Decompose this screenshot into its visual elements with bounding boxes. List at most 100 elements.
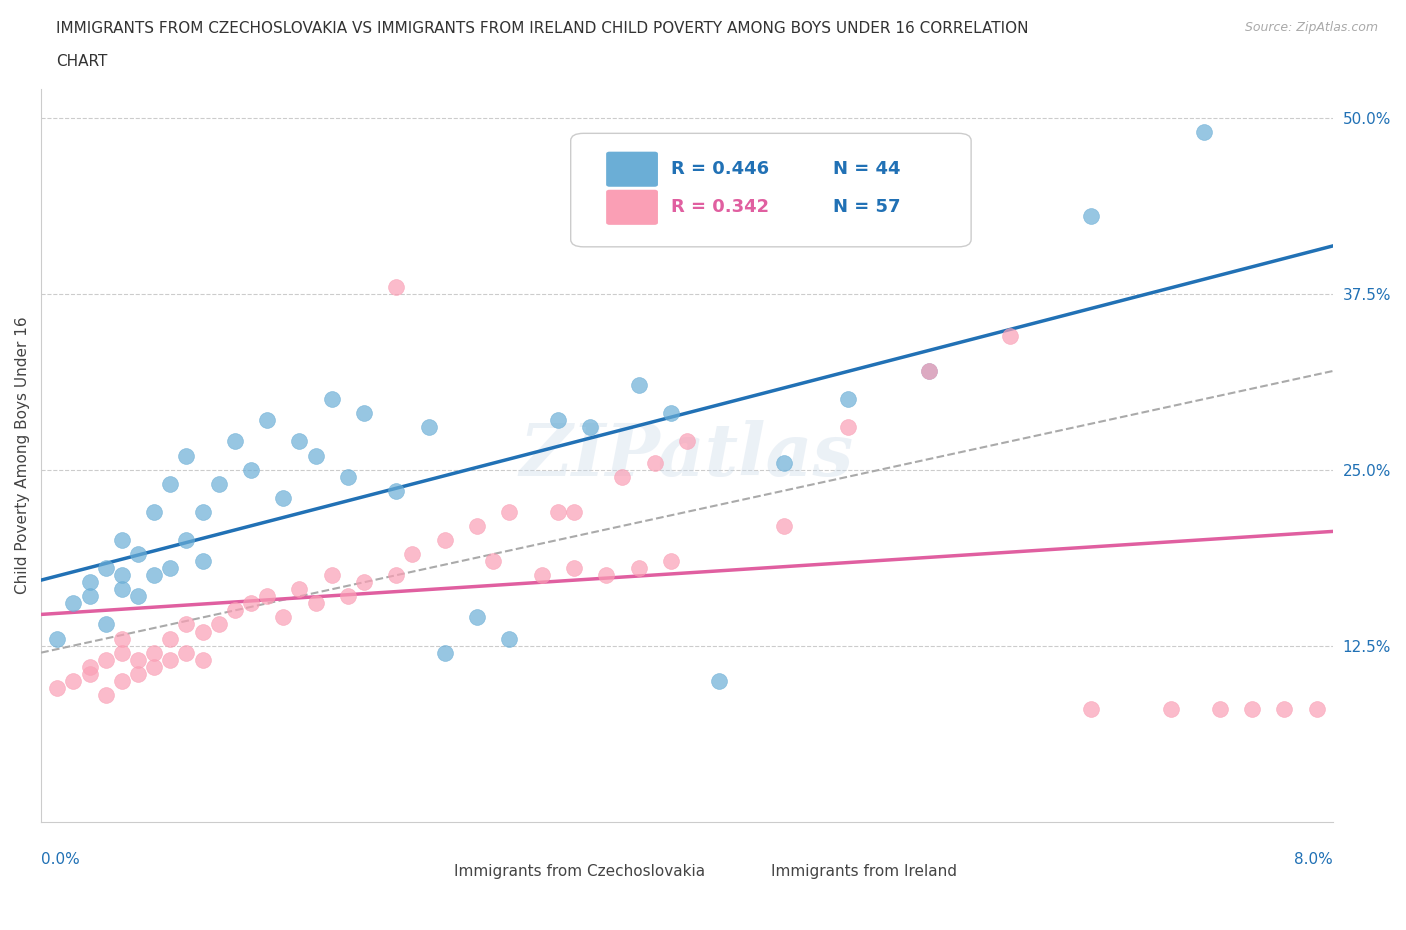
FancyBboxPatch shape <box>723 858 761 889</box>
Point <box>612 469 634 484</box>
Point <box>111 567 134 582</box>
Point <box>176 617 198 631</box>
Point <box>94 617 117 631</box>
Text: Immigrants from Ireland: Immigrants from Ireland <box>770 864 957 879</box>
Point <box>321 567 343 582</box>
Point <box>547 413 569 428</box>
Point <box>385 484 408 498</box>
Point <box>256 413 278 428</box>
Text: CHART: CHART <box>56 54 108 69</box>
Point <box>191 504 214 519</box>
Point <box>579 420 602 435</box>
FancyBboxPatch shape <box>607 153 657 186</box>
Text: N = 44: N = 44 <box>832 160 900 179</box>
Point <box>772 518 794 533</box>
Point <box>271 610 294 625</box>
Point <box>111 631 134 646</box>
Point <box>772 455 794 470</box>
Point <box>998 328 1021 343</box>
Point <box>595 567 617 582</box>
Point <box>418 420 440 435</box>
Point <box>353 575 375 590</box>
Point <box>1272 701 1295 716</box>
Point <box>79 575 101 590</box>
Point <box>143 504 166 519</box>
FancyBboxPatch shape <box>406 858 444 889</box>
Point <box>547 504 569 519</box>
Point <box>159 652 181 667</box>
Point <box>288 434 311 449</box>
Text: ZIPatlas: ZIPatlas <box>520 420 853 491</box>
Point <box>562 561 585 576</box>
Point <box>191 652 214 667</box>
Point <box>837 420 859 435</box>
Point <box>271 490 294 505</box>
Point <box>111 582 134 597</box>
Point <box>143 567 166 582</box>
Point <box>288 582 311 597</box>
Point <box>111 645 134 660</box>
Point <box>176 448 198 463</box>
Point <box>191 624 214 639</box>
Point <box>1160 701 1182 716</box>
Text: R = 0.446: R = 0.446 <box>672 160 769 179</box>
Point <box>627 561 650 576</box>
Point <box>224 603 246 618</box>
Point <box>1080 701 1102 716</box>
Point <box>94 687 117 702</box>
Text: 8.0%: 8.0% <box>1294 852 1333 867</box>
FancyBboxPatch shape <box>607 191 657 224</box>
Point <box>256 589 278 604</box>
Point <box>62 673 84 688</box>
Point <box>208 617 231 631</box>
Point <box>208 476 231 491</box>
Point <box>1192 125 1215 140</box>
Point <box>304 596 326 611</box>
Point <box>159 561 181 576</box>
Point <box>159 631 181 646</box>
Point <box>304 448 326 463</box>
Point <box>143 645 166 660</box>
Point <box>336 589 359 604</box>
Point <box>1305 701 1327 716</box>
Point <box>224 434 246 449</box>
Text: Immigrants from Czechoslovakia: Immigrants from Czechoslovakia <box>454 864 706 879</box>
Point <box>353 405 375 420</box>
Text: 0.0%: 0.0% <box>41 852 80 867</box>
Point <box>627 378 650 392</box>
Point <box>385 567 408 582</box>
Point <box>94 652 117 667</box>
Point <box>465 610 488 625</box>
Point <box>79 659 101 674</box>
Point <box>111 533 134 548</box>
Point <box>918 364 941 379</box>
Point <box>79 589 101 604</box>
Point <box>127 652 149 667</box>
Point <box>46 631 69 646</box>
Point <box>1241 701 1264 716</box>
Point <box>159 476 181 491</box>
Point <box>127 547 149 562</box>
Point <box>659 405 682 420</box>
Point <box>644 455 666 470</box>
FancyBboxPatch shape <box>571 133 972 246</box>
Y-axis label: Child Poverty Among Boys Under 16: Child Poverty Among Boys Under 16 <box>15 317 30 594</box>
Point <box>46 681 69 696</box>
Point <box>385 279 408 294</box>
Point <box>562 504 585 519</box>
Point <box>709 673 731 688</box>
Point <box>127 666 149 681</box>
Point <box>321 392 343 406</box>
Point <box>240 596 263 611</box>
Point <box>837 392 859 406</box>
Point <box>482 553 505 568</box>
Point <box>918 364 941 379</box>
Point <box>465 518 488 533</box>
Text: Source: ZipAtlas.com: Source: ZipAtlas.com <box>1244 21 1378 34</box>
Point <box>530 567 553 582</box>
Point <box>1209 701 1232 716</box>
Point <box>176 533 198 548</box>
Point <box>336 469 359 484</box>
Point <box>127 589 149 604</box>
Point <box>433 645 456 660</box>
